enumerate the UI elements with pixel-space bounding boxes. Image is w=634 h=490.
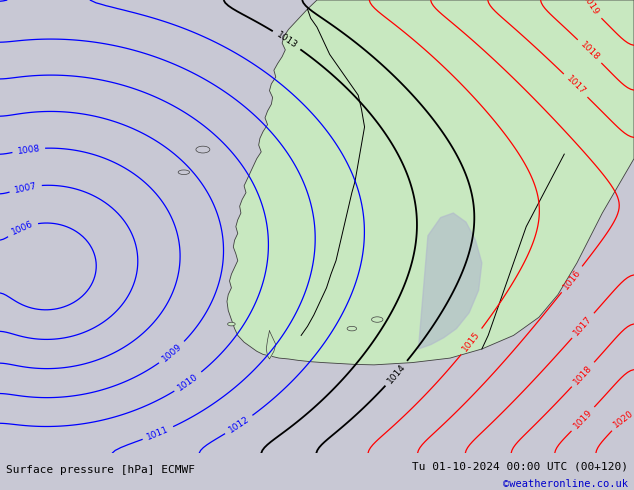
Ellipse shape bbox=[178, 170, 190, 174]
Text: 1007: 1007 bbox=[13, 181, 37, 195]
Text: 1020: 1020 bbox=[612, 409, 634, 430]
Text: 1006: 1006 bbox=[10, 220, 35, 237]
Text: 1009: 1009 bbox=[160, 342, 184, 364]
Text: 1018: 1018 bbox=[572, 363, 594, 386]
Text: 1014: 1014 bbox=[385, 362, 407, 385]
Text: 1015: 1015 bbox=[461, 330, 482, 353]
Text: 1012: 1012 bbox=[227, 415, 251, 435]
Text: 1013: 1013 bbox=[275, 30, 299, 50]
Ellipse shape bbox=[347, 326, 356, 331]
Polygon shape bbox=[227, 0, 634, 365]
Text: Tu 01-10-2024 00:00 UTC (00+120): Tu 01-10-2024 00:00 UTC (00+120) bbox=[411, 461, 628, 471]
Text: 1018: 1018 bbox=[578, 40, 601, 63]
Text: 1008: 1008 bbox=[16, 144, 41, 155]
Polygon shape bbox=[418, 213, 482, 349]
Text: Surface pressure [hPa] ECMWF: Surface pressure [hPa] ECMWF bbox=[6, 465, 195, 475]
Text: 1010: 1010 bbox=[176, 372, 200, 392]
Text: 1011: 1011 bbox=[146, 425, 171, 442]
Ellipse shape bbox=[196, 146, 210, 153]
Text: ©weatheronline.co.uk: ©weatheronline.co.uk bbox=[503, 480, 628, 490]
Polygon shape bbox=[266, 331, 276, 359]
Text: 1017: 1017 bbox=[572, 314, 594, 337]
Ellipse shape bbox=[228, 322, 235, 326]
Text: 1016: 1016 bbox=[561, 268, 583, 291]
Ellipse shape bbox=[372, 317, 383, 322]
Text: 1017: 1017 bbox=[564, 74, 587, 97]
Text: 1019: 1019 bbox=[572, 408, 594, 431]
Text: 1019: 1019 bbox=[581, 0, 600, 18]
